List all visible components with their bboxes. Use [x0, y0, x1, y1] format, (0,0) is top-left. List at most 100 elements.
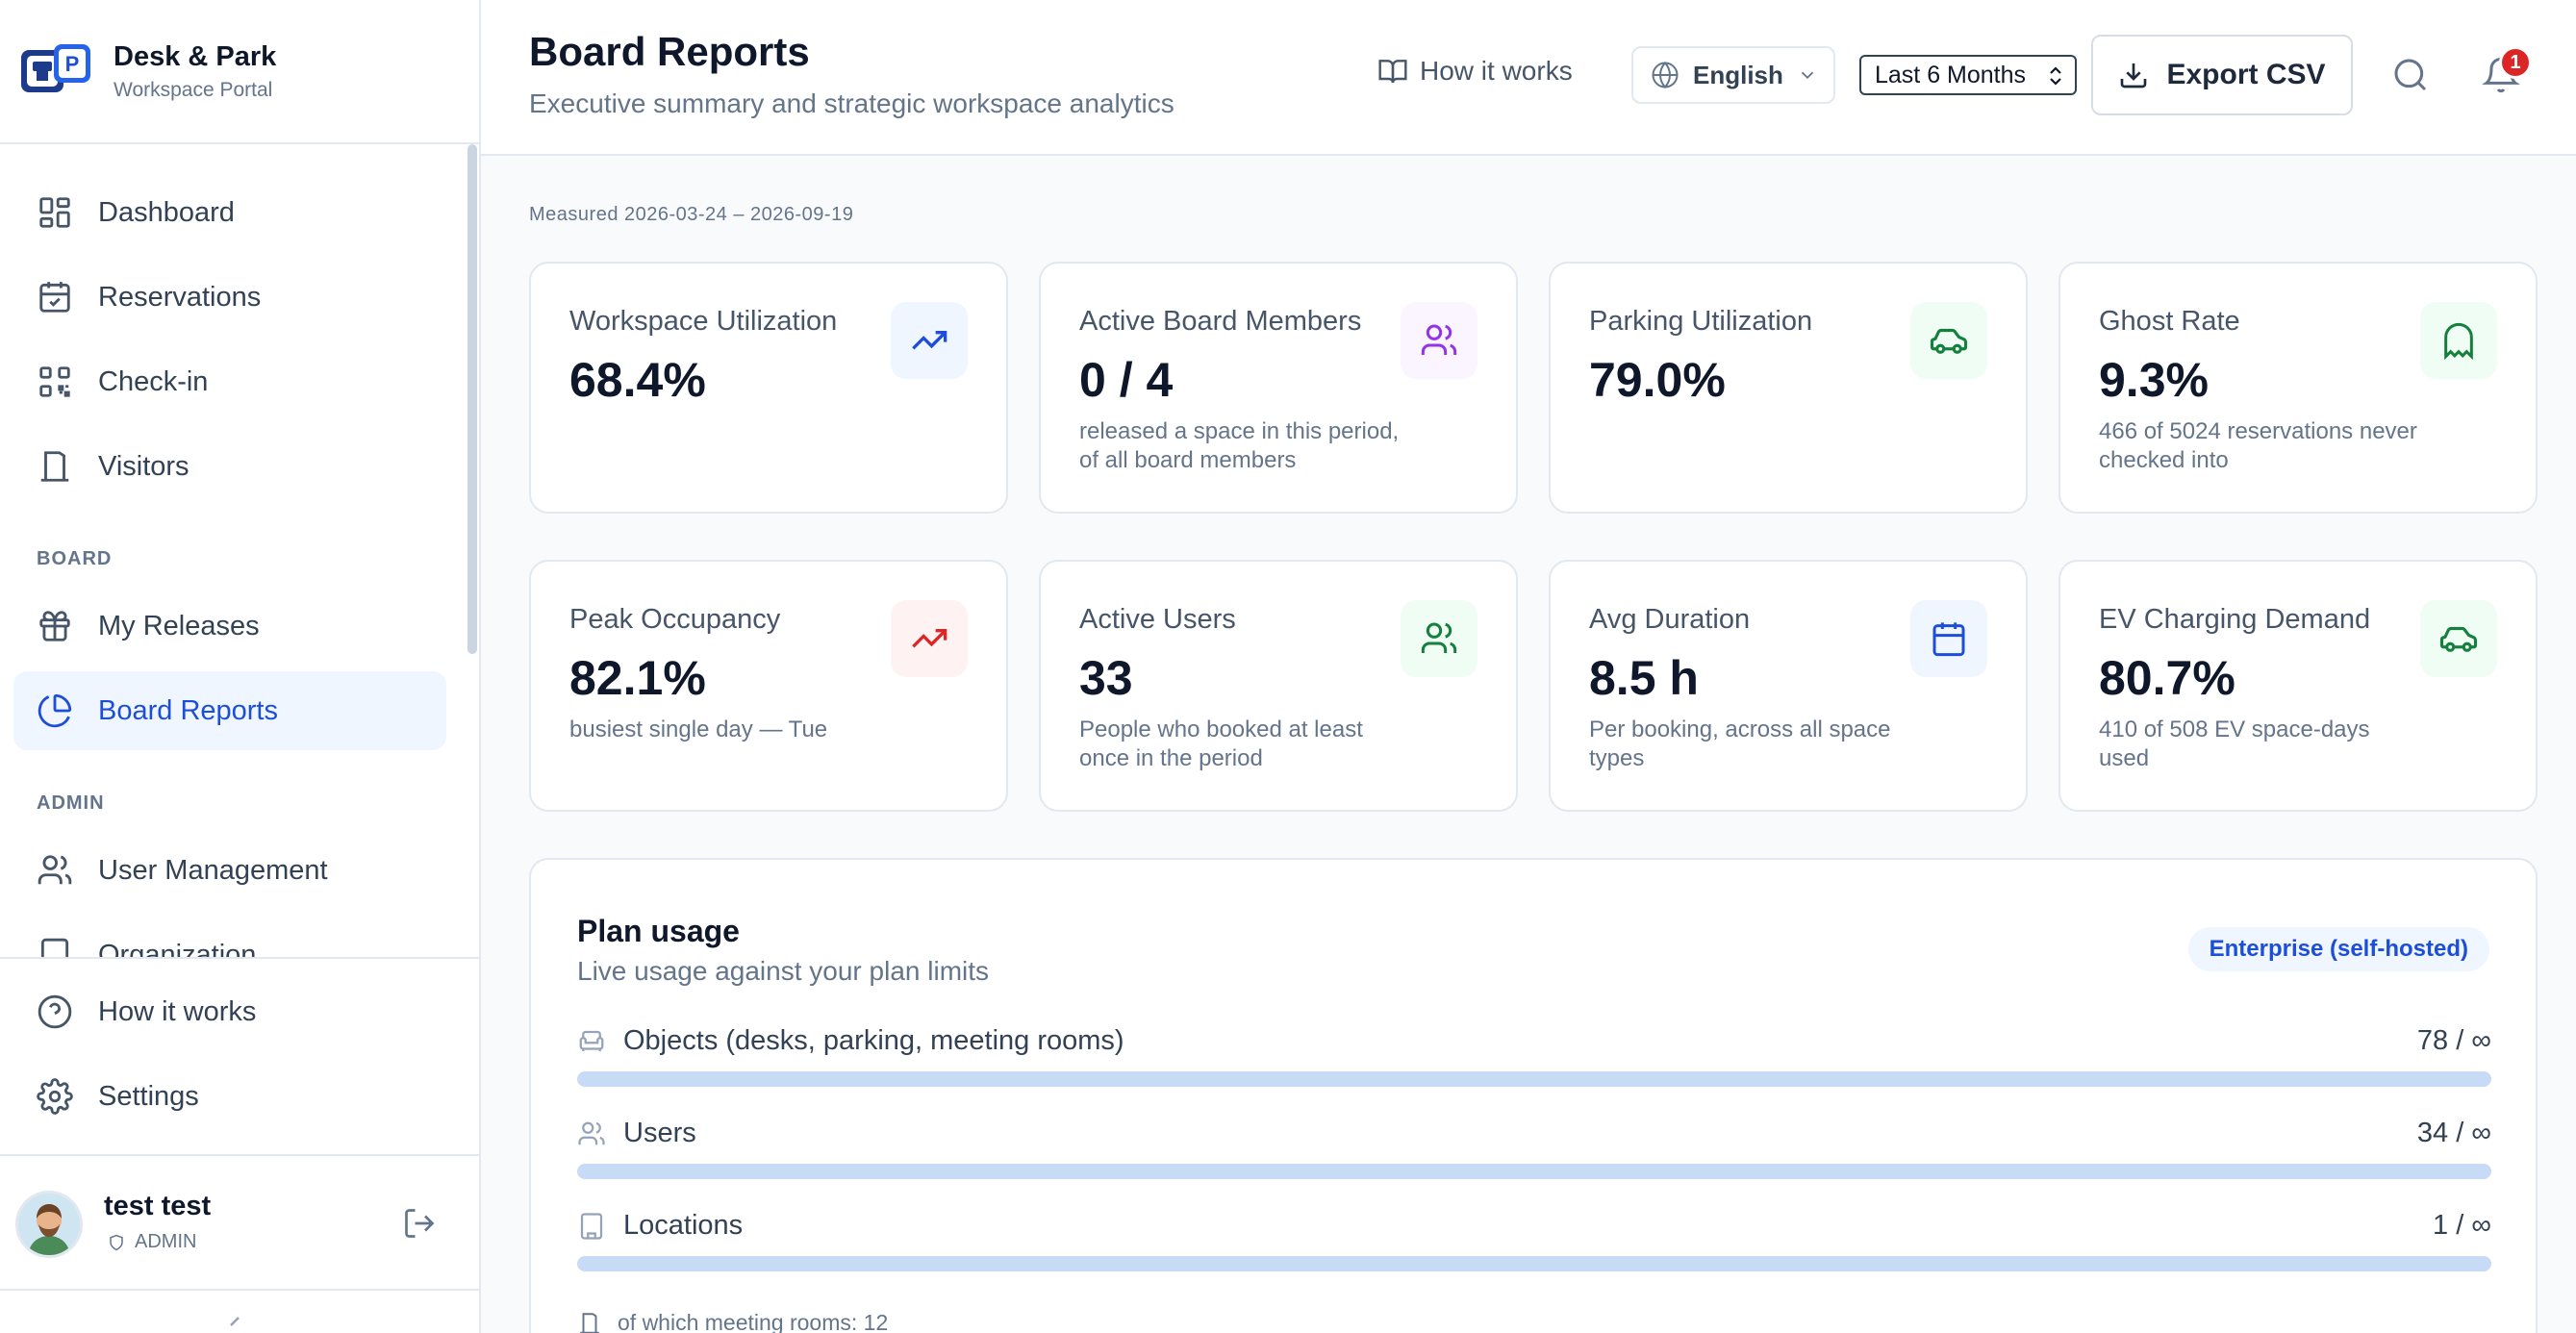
avatar[interactable]	[15, 1191, 83, 1258]
sidebar-item-reservations[interactable]: Reservations	[13, 258, 446, 337]
plan-usage-subtitle: Live usage against your plan limits	[577, 956, 990, 986]
trending-up-icon	[891, 302, 968, 379]
usage-value: 34 / ∞	[2416, 1118, 2491, 1148]
sidebar-collapse-toggle[interactable]	[0, 1289, 479, 1333]
notification-badge: 1	[2499, 46, 2532, 79]
measured-period: Measured 2026-03-24 – 2026-09-19	[529, 204, 854, 225]
usage-progress-bar	[577, 1164, 2491, 1179]
kpi-note: 466 of 5024 reservations never checked i…	[2099, 418, 2417, 473]
kpi-card-ghost-rate: Ghost Rate 9.3% 466 of 5024 reservations…	[2058, 262, 2538, 514]
plan-badge: Enterprise (self-hosted)	[2187, 927, 2489, 971]
users-icon	[578, 1121, 605, 1144]
sidebar: P Desk & Park Workspace Portal Dashboard…	[0, 0, 481, 1333]
sidebar-item-my-releases[interactable]: My Releases	[13, 587, 446, 666]
building-icon	[580, 1212, 603, 1240]
users-icon	[1401, 600, 1477, 677]
how-it-works-link[interactable]: How it works	[1377, 56, 1573, 87]
user-role-label: ADMIN	[135, 1231, 197, 1252]
kpi-label: Parking Utilization	[1589, 306, 1813, 337]
sidebar-item-settings[interactable]: Settings	[13, 1057, 446, 1136]
kpi-value: 68.4%	[569, 353, 706, 407]
language-select[interactable]: English	[1631, 46, 1835, 104]
usage-progress-bar	[577, 1071, 2491, 1087]
chevron-left-icon	[230, 1317, 240, 1326]
sidebar-item-label: My Releases	[98, 610, 260, 641]
select-arrows-icon	[2050, 66, 2061, 86]
svg-text:P: P	[65, 52, 80, 76]
user-name: test test	[104, 1191, 212, 1221]
sidebar-item-label: Board Reports	[98, 694, 278, 726]
building-icon	[40, 938, 69, 957]
kpi-label: Peak Occupancy	[569, 604, 781, 635]
sidebar-item-label: User Management	[98, 854, 328, 886]
trending-up-icon	[891, 600, 968, 677]
kpi-value: 0 / 4	[1079, 353, 1174, 407]
user-role: ADMIN	[108, 1231, 196, 1253]
desk-park-logo-icon: P	[21, 44, 90, 92]
usage-value: 78 / ∞	[2416, 1025, 2491, 1056]
kpi-note: 410 of 508 EV space-days used	[2099, 717, 2370, 771]
sidebar-item-check-in[interactable]: Check-in	[13, 342, 446, 421]
sidebar-item-user-management[interactable]: User Management	[13, 831, 446, 910]
help-circle-icon	[38, 994, 72, 1029]
usage-label: Objects (desks, parking, meeting rooms)	[623, 1025, 1124, 1056]
page-subtitle: Executive summary and strategic workspac…	[529, 88, 1174, 118]
kpi-value: 79.0%	[1589, 353, 1726, 407]
users-icon	[1401, 302, 1477, 379]
brand-name: Desk & Park	[114, 40, 277, 72]
sidebar-item-label: How it works	[98, 995, 257, 1027]
door-icon	[40, 451, 69, 482]
usage-value: 1 / ∞	[2433, 1210, 2491, 1241]
book-open-icon	[1378, 60, 1407, 84]
export-csv-label: Export CSV	[2166, 59, 2326, 90]
pie-chart-icon	[38, 693, 72, 728]
usage-row-objects: Objects (desks, parking, meeting rooms) …	[577, 1025, 2491, 1096]
kpi-note: busiest single day — Tue	[569, 717, 828, 742]
calendar-icon	[1910, 600, 1987, 677]
page-title: Board Reports	[529, 29, 810, 74]
usage-label: Locations	[623, 1210, 744, 1241]
kpi-value: 80.7%	[2099, 651, 2235, 705]
kpi-card-avg-duration: Avg Duration 8.5 h Per booking, across a…	[1549, 560, 2028, 812]
sidebar-item-visitors[interactable]: Visitors	[13, 427, 446, 506]
sidebar-item-dashboard[interactable]: Dashboard	[13, 173, 446, 252]
usage-progress-fill	[577, 1071, 2491, 1087]
sidebar-item-label: Settings	[98, 1080, 199, 1112]
page-header: Board Reports Executive summary and stra…	[481, 0, 2576, 156]
chevron-down-icon	[1801, 71, 1814, 80]
sidebar-item-label: Dashboard	[98, 196, 235, 228]
kpi-label: EV Charging Demand	[2099, 604, 2371, 635]
sidebar-scrollbar[interactable]	[467, 144, 477, 654]
sidebar-item-organization[interactable]: Organization	[13, 916, 446, 957]
logout-icon[interactable]	[402, 1206, 437, 1241]
ghost-icon	[2420, 302, 2497, 379]
plan-usage-card: Plan usage Live usage against your plan …	[529, 858, 2538, 1333]
kpi-label: Active Board Members	[1079, 306, 1362, 337]
calendar-check-icon	[39, 282, 70, 313]
sidebar-bottom-nav: How it works Settings	[0, 957, 479, 1154]
globe-icon	[1652, 62, 1679, 88]
kpi-card-active-board-members: Active Board Members 0 / 4 released a sp…	[1039, 262, 1518, 514]
kpi-note: Per booking, across all space types	[1589, 717, 1891, 771]
gear-icon	[37, 1078, 73, 1115]
kpi-label: Workspace Utilization	[569, 306, 838, 337]
usage-label: Users	[623, 1118, 696, 1148]
sidebar-nav: Dashboard Reservations Check-in Visitors…	[0, 144, 479, 957]
export-csv-button[interactable]: Export CSV	[2091, 35, 2353, 115]
search-icon[interactable]	[2391, 56, 2430, 94]
kpi-label: Active Users	[1079, 604, 1236, 635]
sidebar-item-board-reports[interactable]: Board Reports	[13, 671, 446, 750]
kpi-value: 33	[1079, 651, 1133, 705]
brand[interactable]: P Desk & Park Workspace Portal	[0, 0, 479, 144]
kpi-card-parking-utilization: Parking Utilization 79.0%	[1549, 262, 2028, 514]
usage-progress-fill	[577, 1256, 2491, 1271]
usage-row-locations: Locations 1 / ∞	[577, 1210, 2491, 1281]
sidebar-item-how-it-works[interactable]: How it works	[13, 972, 446, 1051]
sidebar-item-label: Reservations	[98, 281, 262, 313]
usage-row-users: Users 34 / ∞	[577, 1118, 2491, 1189]
meeting-rooms-note: of which meeting rooms: 12	[577, 1310, 888, 1333]
date-range-select[interactable]: Last 6 Months	[1859, 55, 2077, 95]
kpi-label: Avg Duration	[1589, 604, 1751, 635]
kpi-note: People who booked at least once in the p…	[1079, 717, 1363, 771]
kpi-label: Ghost Rate	[2099, 306, 2240, 337]
